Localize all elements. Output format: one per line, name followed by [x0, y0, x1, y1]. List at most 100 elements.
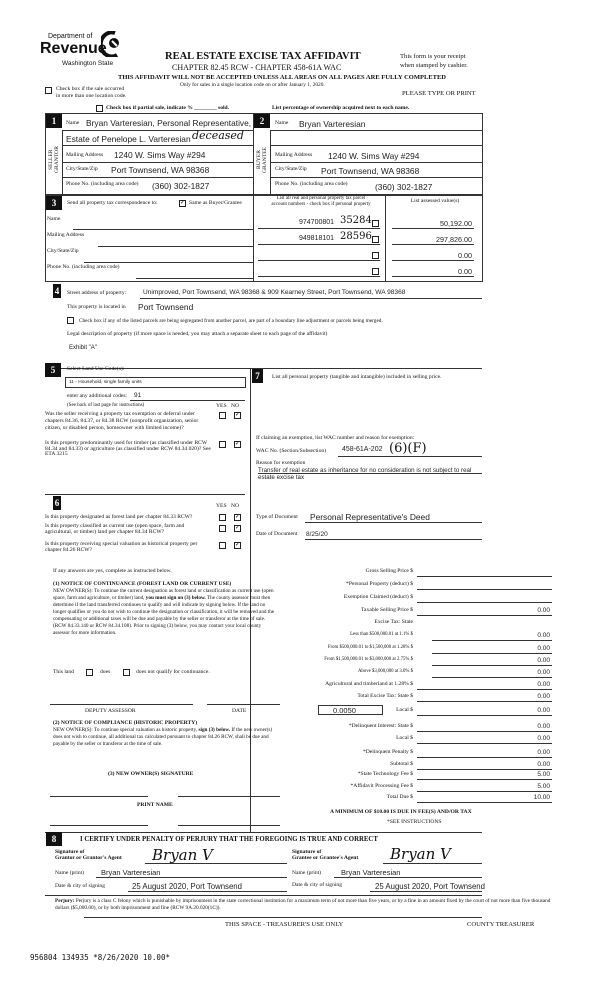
grantee-date-field[interactable]: 25 August 2020, Port Townsend [375, 882, 485, 891]
grantor-signature[interactable]: Bryan V [152, 846, 213, 864]
corr-phone-label: Phone No. (including area code) [47, 264, 120, 270]
tax-row-value[interactable]: 5.00 [537, 783, 550, 790]
seller-name-line2[interactable]: Estate of Penelope L. Varteresian [66, 134, 191, 144]
parcel-number[interactable]: 974700801 [299, 219, 335, 226]
assessed-value[interactable]: 50,192.00 [440, 219, 472, 228]
assessed-value[interactable]: 0.00 [458, 251, 472, 260]
personal-property-checkbox[interactable] [372, 220, 379, 227]
tax-row-value[interactable]: 0.00 [537, 749, 550, 756]
wac-label: WAC No. (Section/Subsection) [256, 448, 327, 454]
deputy-assessor-label: DEPUTY ASSESSOR [85, 708, 136, 714]
legal-description-label: Legal description of property (if more s… [67, 331, 328, 337]
perjury-note: Perjury: Perjury is a class C felony whi… [55, 898, 551, 911]
does-not-qualify-checkbox[interactable] [123, 669, 130, 676]
seller-name-field[interactable]: Bryan Varteresian, Personal Representati… [86, 118, 252, 128]
q-timber-no[interactable]: ✓ [234, 441, 241, 448]
assessed-value-header: List assessed value(s) [410, 198, 460, 204]
parcel-number[interactable]: 949818101 [299, 235, 335, 242]
buyer-city-field[interactable]: Port Townsend, WA 98368 [321, 166, 420, 176]
q-historical-yes[interactable] [219, 542, 226, 549]
only-for-note: Only for sales in a single location code… [180, 82, 325, 88]
seller-city-field[interactable]: Port Townsend, WA 98368 [111, 165, 210, 175]
q-current-use-no[interactable]: ✓ [234, 525, 241, 532]
same-as-buyer-checkbox[interactable]: ✓ [179, 200, 186, 207]
logo-state: Washington State [62, 60, 114, 67]
print-name-label: PRINT NAME [137, 802, 173, 808]
seller-phone-field[interactable]: (360) 302-1827 [152, 181, 210, 191]
does-qualify-checkbox[interactable] [86, 669, 93, 676]
tax-row-label: *Delinquent Penalty $ [362, 749, 413, 755]
cashier-stamp: 956804 134935 *8/26/2020 10.00* [30, 953, 170, 962]
s6-yes-header: YES [216, 503, 227, 509]
q-tax-exemption-no[interactable]: ✓ [234, 412, 241, 419]
form-title: REAL ESTATE EXCISE TAX AFFIDAVIT [165, 51, 361, 62]
this-land-label: This land [53, 669, 74, 675]
reason-field[interactable]: Transfer of real estate as inheritance f… [258, 467, 472, 481]
tax-row-value[interactable]: 0.00 [537, 657, 550, 664]
notice-continuance-text: NEW OWNER(S): To continue the current de… [53, 588, 275, 636]
seller-mail-field[interactable]: 1240 W. Sims Way #294 [114, 150, 206, 160]
seller-grantor-label: SELLER GRANTOR [48, 146, 60, 174]
grantee-signature[interactable]: Bryan V [390, 845, 451, 863]
tax-row-label: *Personal Property (deduct) $ [346, 581, 413, 587]
buyer-mail-field[interactable]: 1240 W. Sims Way #294 [328, 151, 420, 161]
multi-location-checkbox[interactable] [45, 87, 52, 94]
tax-row-label: Taxable Selling Price $ [361, 607, 413, 613]
land-use-select[interactable]: 11 - Household, single family units [65, 377, 246, 388]
tax-row-value[interactable]: 0.00 [537, 645, 550, 652]
tax-row-value[interactable]: 0.00 [537, 669, 550, 676]
local-rate-box[interactable]: 0.0050 [318, 705, 383, 715]
assessed-value[interactable]: 0.00 [458, 267, 472, 276]
segregated-checkbox[interactable] [67, 317, 74, 324]
q-historical-no[interactable]: ✓ [234, 542, 241, 549]
tax-row-label: Above $3,000,000 at 3.0% $ [357, 669, 413, 674]
doc-date-field[interactable]: 8/25/20 [306, 531, 328, 538]
send-correspondence-label: Send all property tax correspondence to: [67, 200, 158, 206]
parcel-handwritten: 35284 [340, 215, 372, 226]
buyer-name-field[interactable]: Bryan Varteresian [299, 119, 366, 129]
tax-row-value[interactable]: 0.00 [537, 735, 550, 742]
q-forest-no[interactable]: ✓ [234, 514, 241, 521]
multi-location-label-2: in more than one location code. [56, 93, 127, 99]
tax-row-value[interactable]: 0.00 [537, 632, 550, 639]
tax-row-value[interactable]: 10.00 [533, 794, 550, 801]
tax-row-value[interactable]: 0.00 [537, 723, 550, 730]
doc-type-field[interactable]: Personal Representative's Deed [310, 512, 430, 522]
local-rate-value: 0.0050 [333, 706, 356, 715]
section-3-box [45, 195, 483, 282]
tax-row-value[interactable]: 0.00 [537, 607, 550, 614]
tax-row-value[interactable]: 0.00 [537, 681, 550, 688]
personal-property-checkbox[interactable] [372, 236, 379, 243]
assessed-value[interactable]: 297,826.00 [436, 235, 472, 244]
receipt-note-2: when stamped by cashier. [400, 62, 468, 69]
parcel-header-2: account numbers - check box if personal … [271, 202, 371, 207]
dor-logo-icon [101, 31, 119, 57]
section-6-number: 6 [53, 496, 61, 510]
buyer-mail-label: Mailing Address [275, 152, 313, 158]
q-current-use-yes[interactable] [219, 525, 226, 532]
additional-codes-field[interactable]: 91 [134, 392, 142, 399]
yes-header: YES [216, 403, 227, 409]
tax-row-value[interactable]: 5.00 [537, 771, 550, 778]
tax-row-value[interactable]: 0.00 [537, 707, 550, 714]
buyer-name-label: Name [275, 120, 289, 126]
located-in-field[interactable]: Port Townsend [138, 302, 194, 312]
legal-description-field[interactable]: Exhibit "A" [69, 345, 97, 351]
grantor-name-field[interactable]: Bryan Varteresian [101, 868, 161, 877]
q-forest-yes[interactable] [219, 514, 226, 521]
street-address-field[interactable]: Unimproved, Port Townsend, WA 98368 & 90… [143, 289, 406, 296]
partial-sale-checkbox[interactable] [96, 105, 103, 112]
personal-property-checkbox[interactable] [372, 252, 379, 259]
tax-row-value[interactable]: 0.00 [537, 761, 550, 768]
personal-property-checkbox[interactable] [372, 268, 379, 275]
wac-field[interactable]: 458-61A-202 [342, 446, 383, 453]
q-tax-exemption-yes[interactable] [219, 412, 226, 419]
tax-row-label: Subtotal $ [390, 761, 413, 767]
seller-phone-label: Phone No. (including area code) [66, 181, 139, 187]
q-timber-yes[interactable] [219, 441, 226, 448]
buyer-phone-field[interactable]: (360) 302-1827 [375, 182, 433, 192]
county-treasurer-label: COUNTY TREASURER [467, 921, 535, 928]
tax-row-value[interactable]: 0.00 [537, 693, 550, 700]
grantee-name-field[interactable]: Bryan Varteresian [341, 868, 401, 877]
grantor-date-field[interactable]: 25 August 2020, Port Townsend [132, 882, 242, 891]
